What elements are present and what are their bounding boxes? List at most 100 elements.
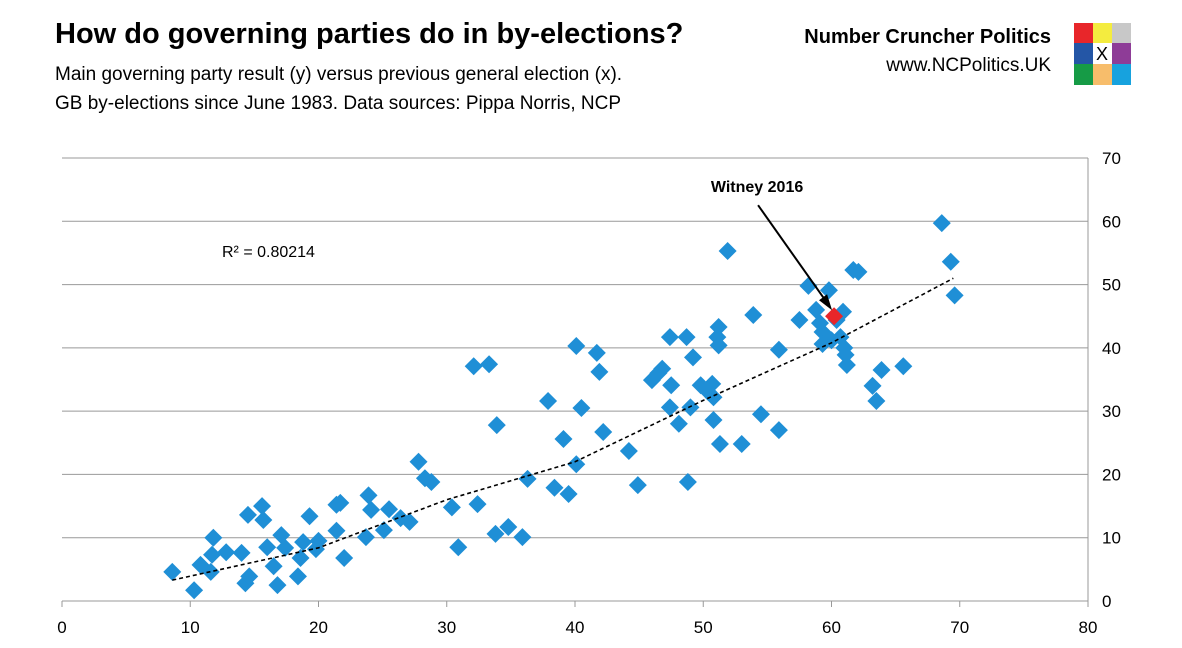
scatter-point (594, 423, 613, 442)
scatter-point (662, 376, 681, 395)
scatter-point (545, 478, 564, 497)
logo: X (1074, 23, 1131, 85)
scatter-point (704, 388, 723, 407)
scatter-point (710, 435, 729, 454)
scatter-point (709, 317, 728, 336)
scatter-point (572, 398, 591, 417)
y-tick-label: 50 (1102, 276, 1121, 295)
scatter-point (335, 548, 354, 567)
scatter-point (709, 336, 728, 355)
scatter-point (849, 262, 868, 281)
scatter-point (539, 392, 558, 411)
scatter-point (232, 543, 251, 562)
subtitle: Main governing party result (y) versus p… (55, 64, 622, 85)
highlight-point (825, 307, 844, 326)
scatter-point (769, 421, 788, 440)
scatter-point (254, 510, 273, 529)
scatter-point (185, 581, 204, 600)
x-tick-label: 80 (1079, 618, 1098, 637)
highlight-label: Witney 2016 (711, 179, 803, 196)
scatter-point (203, 545, 222, 564)
x-tick-label: 0 (57, 618, 66, 637)
scatter-point (744, 305, 763, 324)
scatter-point (513, 528, 532, 547)
scatter-point (258, 538, 277, 557)
scatter-point (362, 500, 381, 519)
scatter-point (559, 485, 578, 504)
scatter-point (567, 336, 586, 355)
scatter-point (294, 533, 313, 552)
subtitle: GB by-elections since June 1983. Data so… (55, 93, 621, 114)
scatter-point (204, 528, 223, 547)
scatter-point (288, 567, 307, 586)
scatter-point (683, 348, 702, 367)
x-tick-label: 30 (437, 618, 456, 637)
scatter-point (276, 538, 295, 557)
scatter-point (291, 548, 310, 567)
arrow (757, 204, 829, 305)
scatter-point (790, 311, 809, 330)
scatter-point (590, 362, 609, 381)
brand: Number Cruncher Politics (804, 26, 1051, 48)
scatter-point (374, 521, 393, 540)
scatter-point (327, 521, 346, 540)
scatter-point (400, 512, 419, 531)
x-tick-label: 70 (950, 618, 969, 637)
scatter-point (468, 495, 487, 514)
scatter-point (240, 567, 259, 586)
scatter-point (619, 442, 638, 461)
scatter-point (660, 328, 679, 347)
y-tick-label: 30 (1102, 402, 1121, 421)
y-tick-label: 10 (1102, 529, 1121, 548)
scatter-point (703, 374, 722, 393)
y-tick-label: 0 (1102, 592, 1111, 611)
annotation: R² = 0.80214 (222, 244, 315, 261)
x-tick-label: 20 (309, 618, 328, 637)
scatter-point (678, 473, 697, 492)
scatter-point (487, 416, 506, 435)
scatter-point (486, 524, 505, 543)
scatter-point (732, 435, 751, 454)
x-tick-label: 60 (822, 618, 841, 637)
scatter-point (268, 576, 287, 595)
scatter-point (264, 557, 283, 576)
scatter-point (480, 355, 499, 374)
scatter-point (704, 411, 723, 430)
scatter-point (628, 476, 647, 495)
scatter-point (163, 562, 182, 581)
scatter-point (718, 242, 737, 261)
y-tick-label: 70 (1102, 149, 1121, 168)
scatter-point (464, 357, 483, 376)
chart-title: How do governing parties do in by-electi… (55, 18, 683, 50)
scatter-point (238, 505, 257, 524)
scatter-point (356, 528, 375, 547)
scatter-point (677, 328, 696, 347)
scatter-point (567, 455, 586, 474)
arrow-head (819, 294, 833, 311)
scatter-point (932, 214, 951, 233)
website: www.NCPolitics.UK (885, 55, 1051, 76)
scatter-point (894, 357, 913, 376)
scatter-point (217, 543, 236, 562)
scatter-point (587, 343, 606, 362)
scatter-point (449, 538, 468, 557)
scatter-point (653, 359, 672, 378)
x-tick-label: 10 (181, 618, 200, 637)
scatter-point (422, 473, 441, 492)
scatter-point (300, 507, 319, 526)
trendline (172, 277, 954, 581)
scatter-point (751, 405, 770, 424)
scatter-point (518, 469, 537, 488)
scatter-point (945, 286, 964, 305)
scatter-point (442, 498, 461, 517)
scatter-point (819, 281, 838, 300)
scatter-point (359, 486, 378, 505)
x-tick-label: 50 (694, 618, 713, 637)
scatter-point (409, 452, 428, 471)
scatter-point (867, 392, 886, 411)
scatter-point (660, 398, 679, 417)
scatter-point (499, 517, 518, 536)
scatter-point (941, 252, 960, 271)
scatter-point (807, 300, 826, 319)
